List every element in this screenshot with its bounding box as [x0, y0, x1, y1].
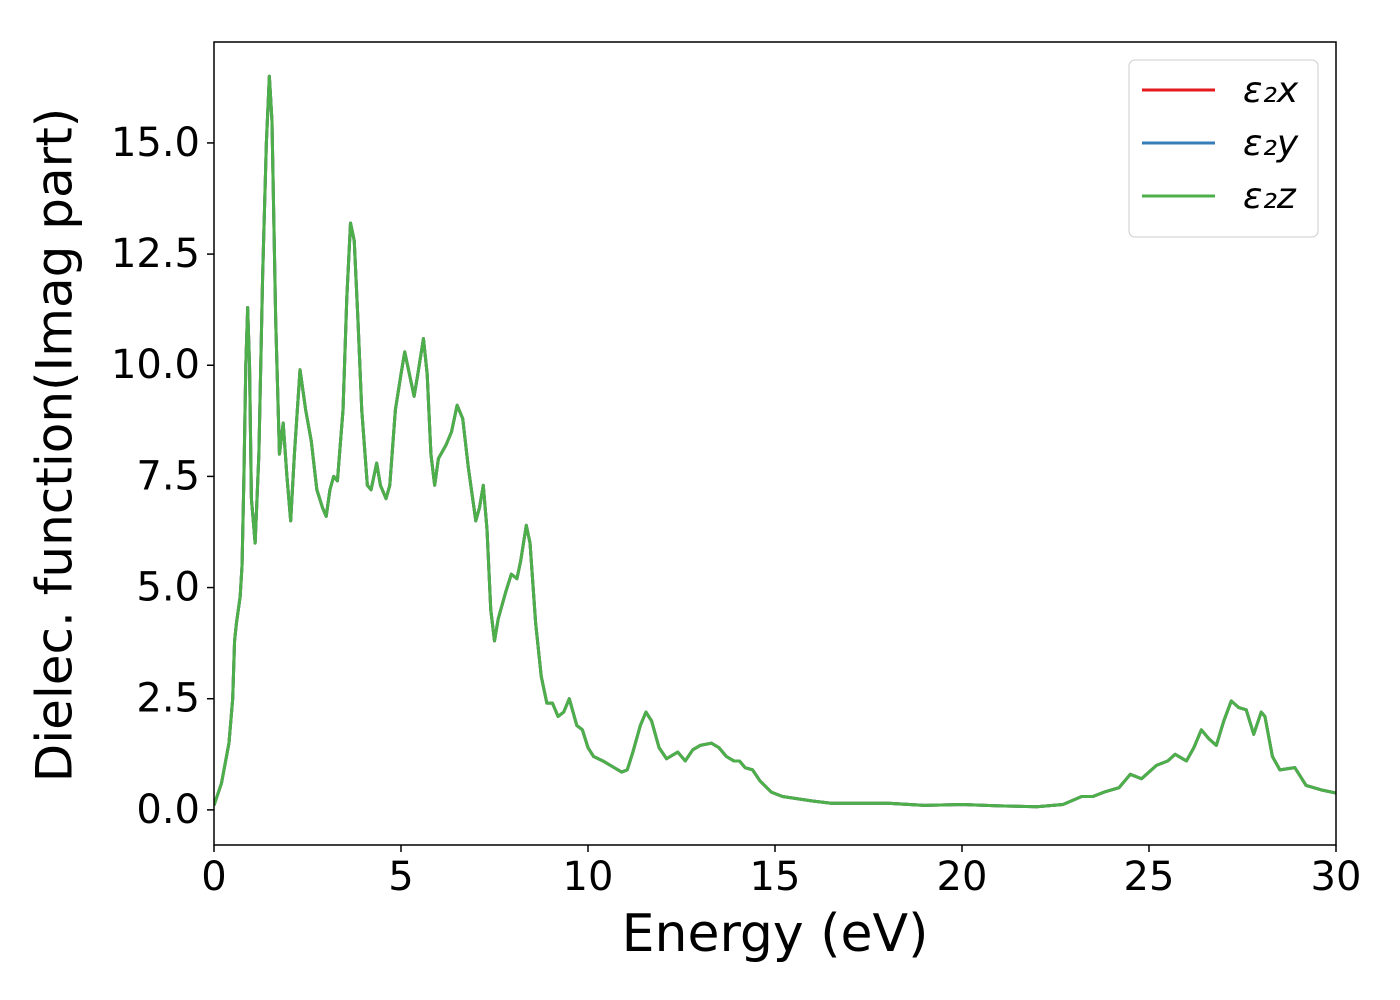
x-tick-label: 10 [563, 854, 614, 900]
y-tick-label: 10.0 [111, 342, 200, 388]
legend-box [1128, 59, 1319, 238]
y-tick-label: 5.0 [136, 565, 200, 611]
series-line [214, 74, 1336, 809]
legend-label: ε₂y [1243, 123, 1299, 164]
y-tick-label: 2.5 [136, 676, 200, 722]
x-tick-label: 20 [937, 854, 988, 900]
y-tick-label: 15.0 [111, 120, 200, 166]
x-tick-label: 5 [388, 854, 413, 900]
legend-label: ε₂x [1243, 70, 1299, 111]
plot-frame [213, 41, 1337, 846]
y-tick-label: 7.5 [136, 453, 200, 499]
x-tick-label: 15 [750, 854, 801, 900]
x-tick-label: 25 [1124, 854, 1175, 900]
x-tick-label: 30 [1311, 854, 1362, 900]
legend-label: ε₂z [1243, 176, 1297, 217]
y-tick-label: 12.5 [111, 231, 200, 277]
x-axis-label: Energy (eV) [622, 904, 929, 964]
y-tick-label: 0.0 [136, 787, 200, 833]
x-tick-label: 0 [201, 854, 226, 900]
y-axis-label: Dielec. function(Imag part) [26, 108, 84, 783]
